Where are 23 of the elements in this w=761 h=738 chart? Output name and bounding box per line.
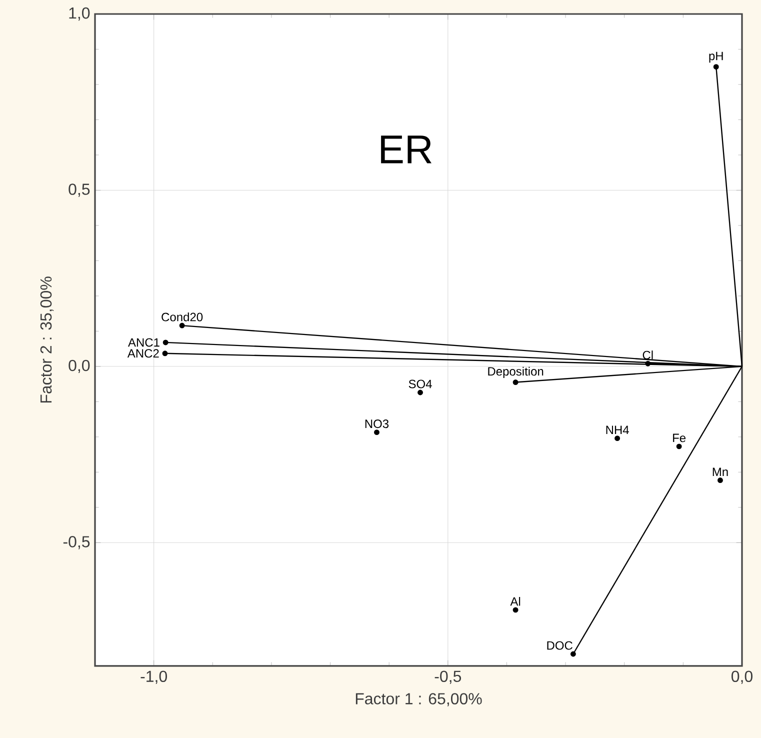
y-tick-label: 0,0 <box>68 360 90 374</box>
y-tick-label: -0,5 <box>63 536 90 550</box>
x-axis-title: Factor 1 : 65,00% <box>356 693 482 706</box>
annotation: DOC <box>547 641 572 650</box>
annotation: NH4 <box>606 426 629 434</box>
annotation: ANC2 <box>127 349 159 358</box>
annotation: Al <box>510 596 520 606</box>
annotation: Cond20 <box>162 312 203 322</box>
annotation: Cl <box>642 350 653 360</box>
y-axis-title: Factor 2 : 35,00% <box>40 276 54 403</box>
x-tick-label: -0,5 <box>434 670 462 684</box>
annotation: Deposition <box>488 366 544 378</box>
x-tick-label: 0,0 <box>732 670 753 684</box>
annotation: ANC1 <box>128 338 160 347</box>
annotation: pH <box>709 52 723 63</box>
annotation: Mn <box>712 468 728 476</box>
x-tick-label: -1,0 <box>140 670 167 684</box>
annotation: SO4 <box>408 380 432 388</box>
annotation: NO3 <box>365 420 389 428</box>
y-tick-label: 0,5 <box>68 184 90 197</box>
text: ER <box>381 136 432 164</box>
y-tick-label: 1,0 <box>69 7 90 21</box>
annotation: Fe <box>673 434 686 442</box>
